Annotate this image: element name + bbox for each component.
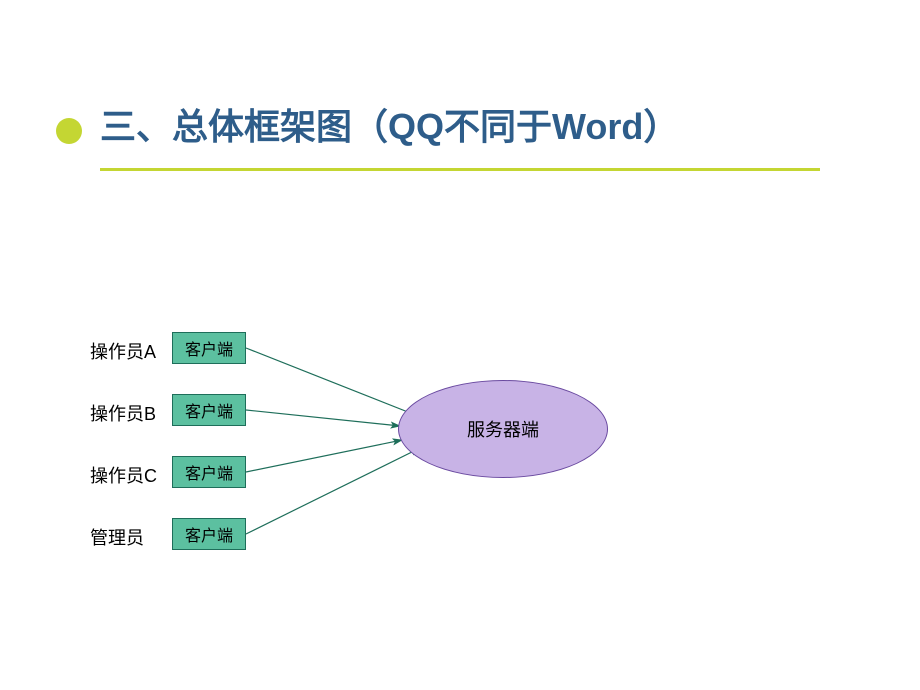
client-node: 客户端: [172, 518, 246, 550]
slide-title: 三、总体框架图（QQ不同于Word）: [100, 98, 679, 150]
client-node: 客户端: [172, 394, 246, 426]
client-node: 客户端: [172, 332, 246, 364]
edge-arrow: [246, 410, 400, 426]
server-node: 服务器端: [398, 380, 608, 478]
accent-dot: [56, 118, 82, 144]
role-label: 操作员C: [90, 462, 157, 488]
edge-arrow: [246, 348, 418, 416]
role-label: 管理员: [90, 524, 144, 550]
edge-arrow: [246, 448, 420, 534]
role-label: 操作员B: [90, 400, 156, 426]
server-label: 服务器端: [467, 416, 539, 442]
edge-arrow: [246, 440, 402, 472]
title-underline: [100, 168, 820, 171]
client-node: 客户端: [172, 456, 246, 488]
role-label: 操作员A: [90, 338, 156, 364]
